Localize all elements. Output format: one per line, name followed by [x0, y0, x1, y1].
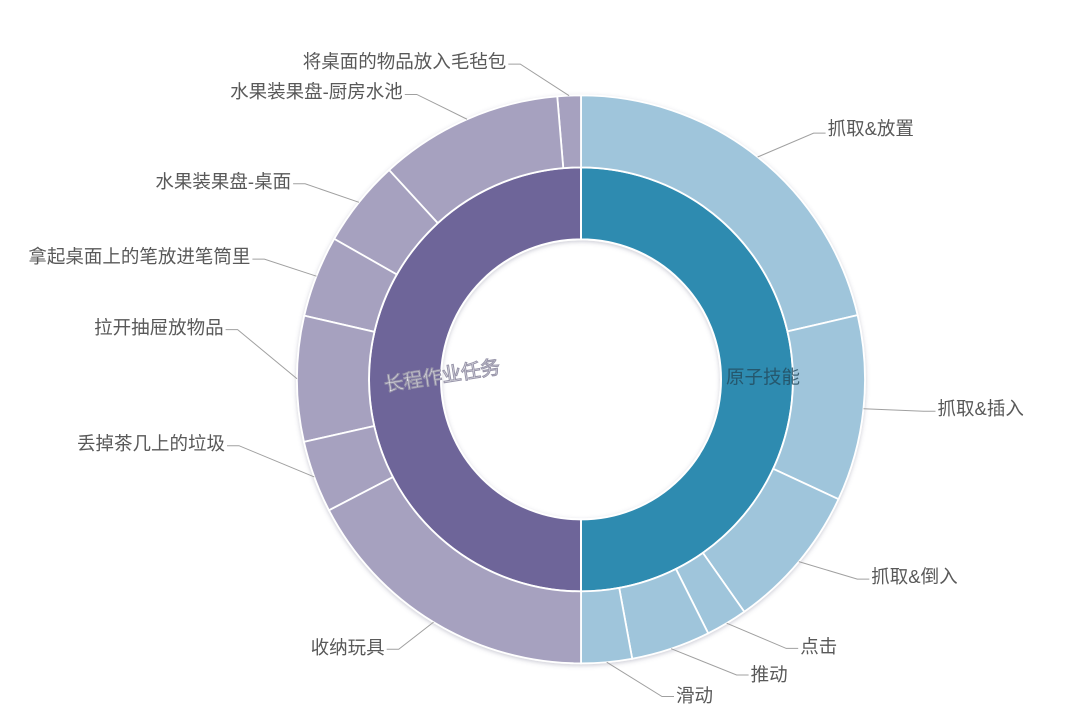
svg-text:原子技能: 原子技能	[726, 366, 800, 387]
